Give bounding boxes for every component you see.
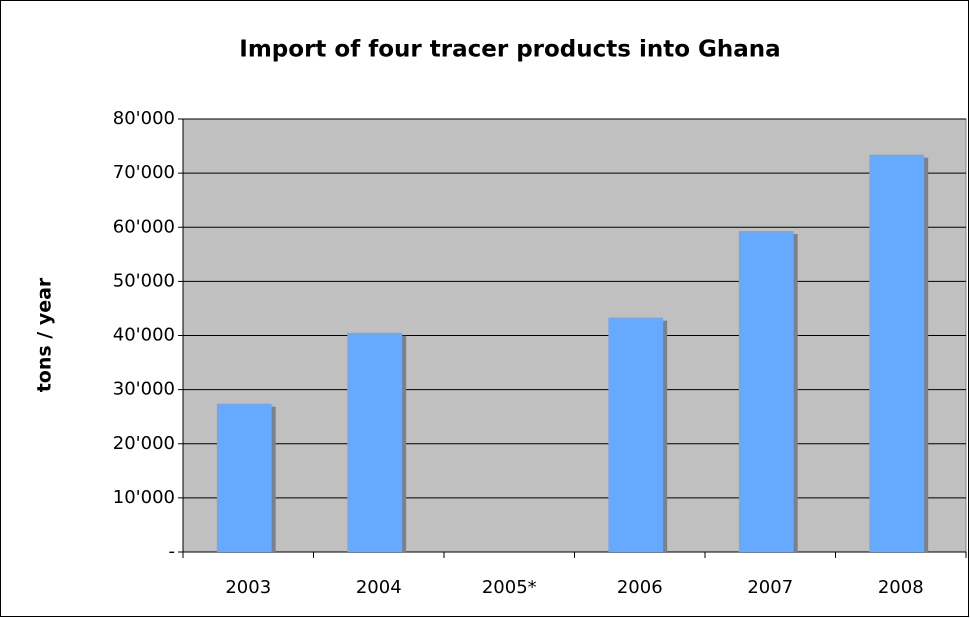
bar [608,317,664,552]
x-tick-label: 2008 [878,577,924,598]
x-tick-label: 2005* [482,577,537,598]
y-tick-label: 60'000 [113,216,175,237]
bar [347,332,403,552]
x-tick-label: 2003 [225,577,271,598]
x-tick-label: 2007 [747,577,793,598]
x-tick-label: 2006 [617,577,663,598]
y-tick-label: 70'000 [113,162,175,183]
y-tick-label: 40'000 [113,325,175,346]
chart-title: Import of four tracer products into Ghan… [239,37,780,63]
bar [738,231,794,552]
x-tick-label: 2004 [356,577,402,598]
y-axis-label: tons / year [34,277,56,392]
y-tick-label: 20'000 [113,433,175,454]
y-tick-label: 10'000 [113,487,175,508]
bar [869,154,925,552]
y-tick-label: 50'000 [113,270,175,291]
y-tick-label: - [169,541,176,562]
y-tick-label: 80'000 [113,108,175,129]
bar [216,403,272,552]
y-tick-label: 30'000 [113,379,175,400]
